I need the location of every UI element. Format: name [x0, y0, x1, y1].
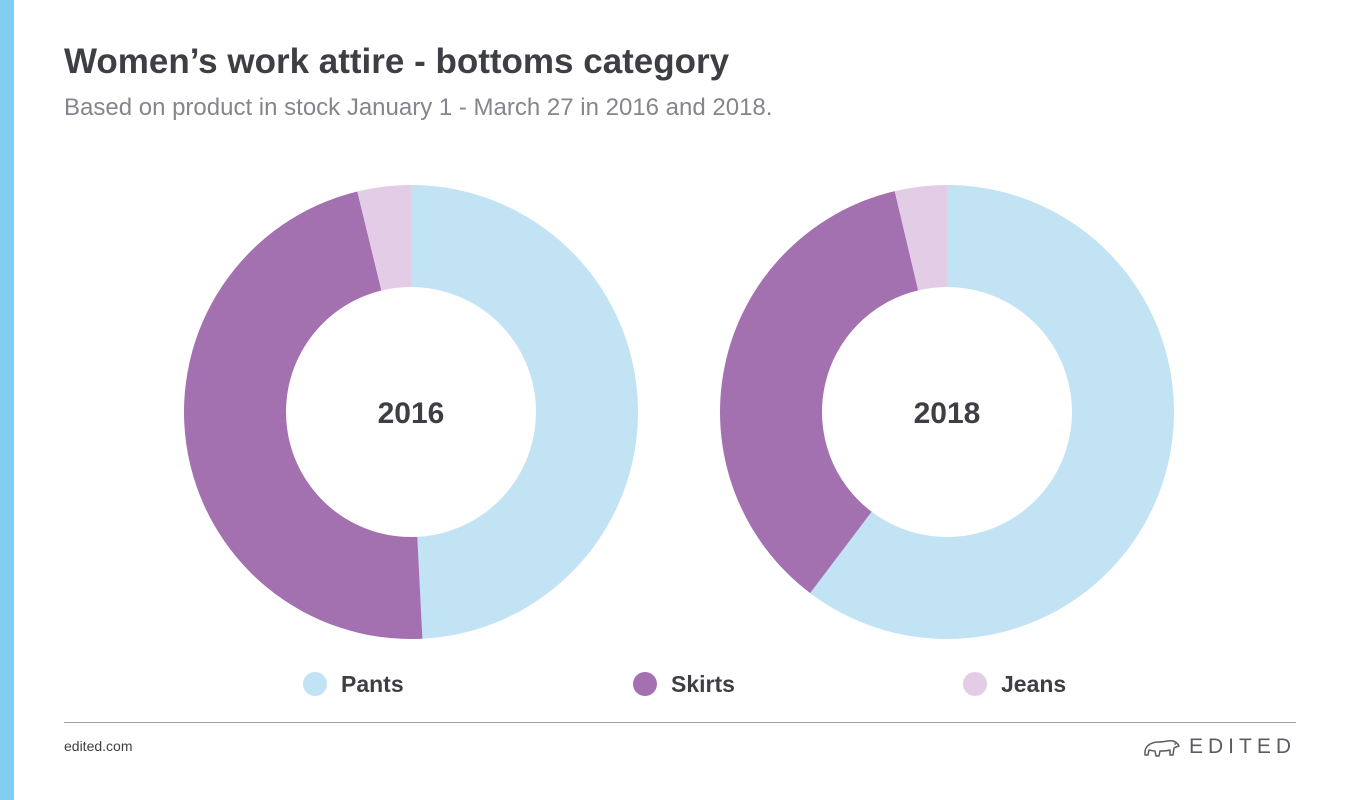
donut-2016: 2016 [183, 185, 639, 640]
donut-center-label: 2016 [378, 397, 445, 430]
chart-title: Women’s work attire - bottoms category [64, 42, 730, 81]
polar-bear-icon [1143, 736, 1181, 758]
legend-label-jeans: Jeans [1001, 671, 1066, 697]
legend-swatch-jeans [963, 672, 987, 696]
slice-2018-pants [810, 184, 1174, 639]
legend: Pants Skirts Jeans [303, 671, 1066, 697]
legend-label-pants: Pants [341, 671, 404, 697]
brand-name: EDITED [1188, 735, 1296, 758]
donut-center-label: 2018 [914, 397, 981, 430]
slice-2018-skirts [719, 191, 919, 594]
footer-site: edited.com [64, 738, 133, 754]
accent-bar [0, 0, 14, 800]
legend-label-skirts: Skirts [671, 671, 735, 697]
legend-swatch-skirts [633, 672, 657, 696]
slice-2018-jeans [894, 185, 947, 291]
donut-2018: 2018 [719, 184, 1174, 639]
slice-2016-pants [411, 185, 639, 639]
footer-divider [64, 722, 1296, 723]
brand-logo: EDITED [1143, 733, 1296, 761]
slice-2016-jeans [357, 185, 411, 291]
slice-2016-skirts [183, 191, 423, 640]
chart-subtitle: Based on product in stock January 1 - Ma… [64, 94, 773, 121]
legend-swatch-pants [303, 672, 327, 696]
